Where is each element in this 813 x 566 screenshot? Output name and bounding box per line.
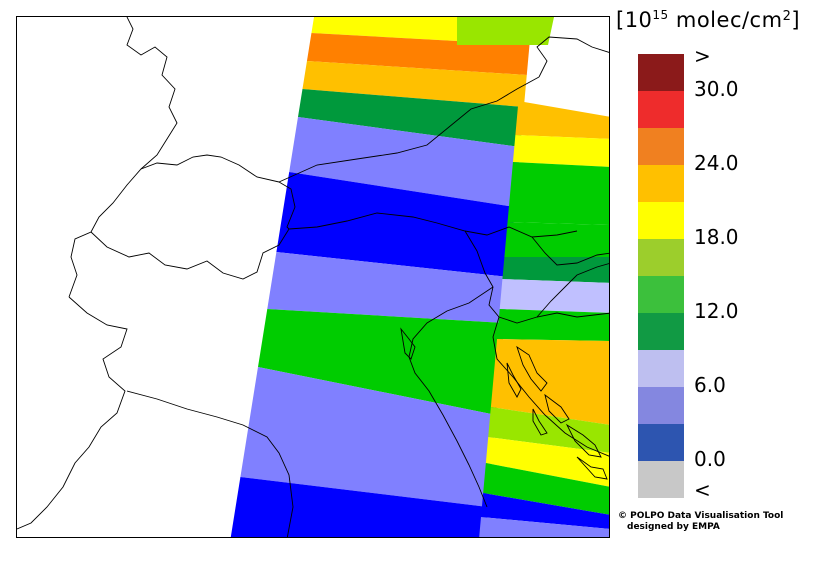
swath-band-east-12 [479,517,609,537]
coast-istria-croatia [492,316,609,457]
swath-band-east-7 [490,339,609,425]
swath-band-east-1 [512,135,609,167]
legend-label-12: 12.0 [694,299,739,323]
swath-band-east-11 [481,493,609,529]
legend-swatch-27-30 [638,91,684,128]
islands-croatia-6 [532,408,548,436]
country-borders [17,17,609,537]
islands-croatia-1 [516,345,548,392]
map-svg [17,17,609,537]
swath-band-east-6 [497,309,609,341]
swath-band-west-9 [230,477,488,537]
legend-label-30: 30.0 [694,77,739,101]
swath-band-top-lime [457,17,554,45]
border-sloveniaaustria [531,236,609,266]
unit-exponent: 15 [652,8,669,22]
coast-adriatic-north [408,286,494,508]
islands-croatia-5 [506,362,522,398]
legend-swatch-0-3 [638,424,684,461]
legend-label-18: 18.0 [694,225,739,249]
legend-swatch-6-9 [638,350,684,387]
swath-band-west-2 [302,61,527,107]
swath-band-west-8 [240,367,497,507]
border-france-italy [17,296,128,530]
swath-band-east-5 [499,279,609,313]
swath-band-east-10 [483,463,609,515]
border-germany-austria [278,76,540,183]
unit-square: 2 [782,9,792,24]
legend-label-0: 0.0 [694,447,726,471]
legend-swatch-over-30 [638,54,684,91]
border-czech [536,36,609,78]
legend-label-less: < [694,478,711,502]
border-switzerland-north [140,154,280,183]
color-legend-bar [638,54,684,498]
legend-unit-label: [1015 molec/cm2] [616,8,800,32]
coast-liguria [126,390,294,537]
islands-croatia-3 [565,423,602,458]
swath-band-west-4 [289,117,521,207]
swath-band-east-0 [515,101,609,139]
swath-band-west-7 [258,309,505,415]
legend-swatch-3-6 [638,387,684,424]
swath-band-west-5 [276,172,515,277]
swath-band-east-2 [507,162,609,225]
credit-line-1: © POLPO Data Visualisation Tool [618,511,784,521]
swath-band-east-3 [504,222,609,257]
legend-swatch-under-0 [638,461,684,498]
border-france-switzerland [68,17,178,298]
swath-band-east-4 [502,257,609,283]
credit-line-2: designed by EMPA [627,522,720,532]
legend-swatch-21-24 [638,165,684,202]
legend-label-greater: > [694,44,711,68]
border-austria-italy [288,212,578,238]
legend-swatch-24-27 [638,128,684,165]
swath-band-west-6 [267,252,509,323]
islands-croatia-2 [544,393,570,424]
legend-swatch-18-21 [638,202,684,239]
legend-label-6: 6.0 [694,373,726,397]
legend-swatch-15-18 [638,239,684,276]
border-switzerland-south [90,228,290,280]
legend-swatch-12-15 [638,276,684,313]
unit-rest: molec/cm [668,8,783,32]
satellite-swath [230,17,609,537]
legend-label-24: 24.0 [694,151,739,175]
border-switzerland-east [278,181,296,230]
map-panel [16,16,610,538]
unit-prefix: [10 [616,8,653,32]
coast-istria-detail [400,327,416,360]
credit-text: © POLPO Data Visualisation Tool designed … [618,511,783,533]
swath-band-east-9 [485,437,609,487]
swath-band-west-3 [298,89,524,147]
islands-croatia-4 [576,456,608,480]
border-slovenia-croatia [536,263,609,318]
legend-swatch-9-12 [638,313,684,350]
unit-close: ] [791,8,801,32]
